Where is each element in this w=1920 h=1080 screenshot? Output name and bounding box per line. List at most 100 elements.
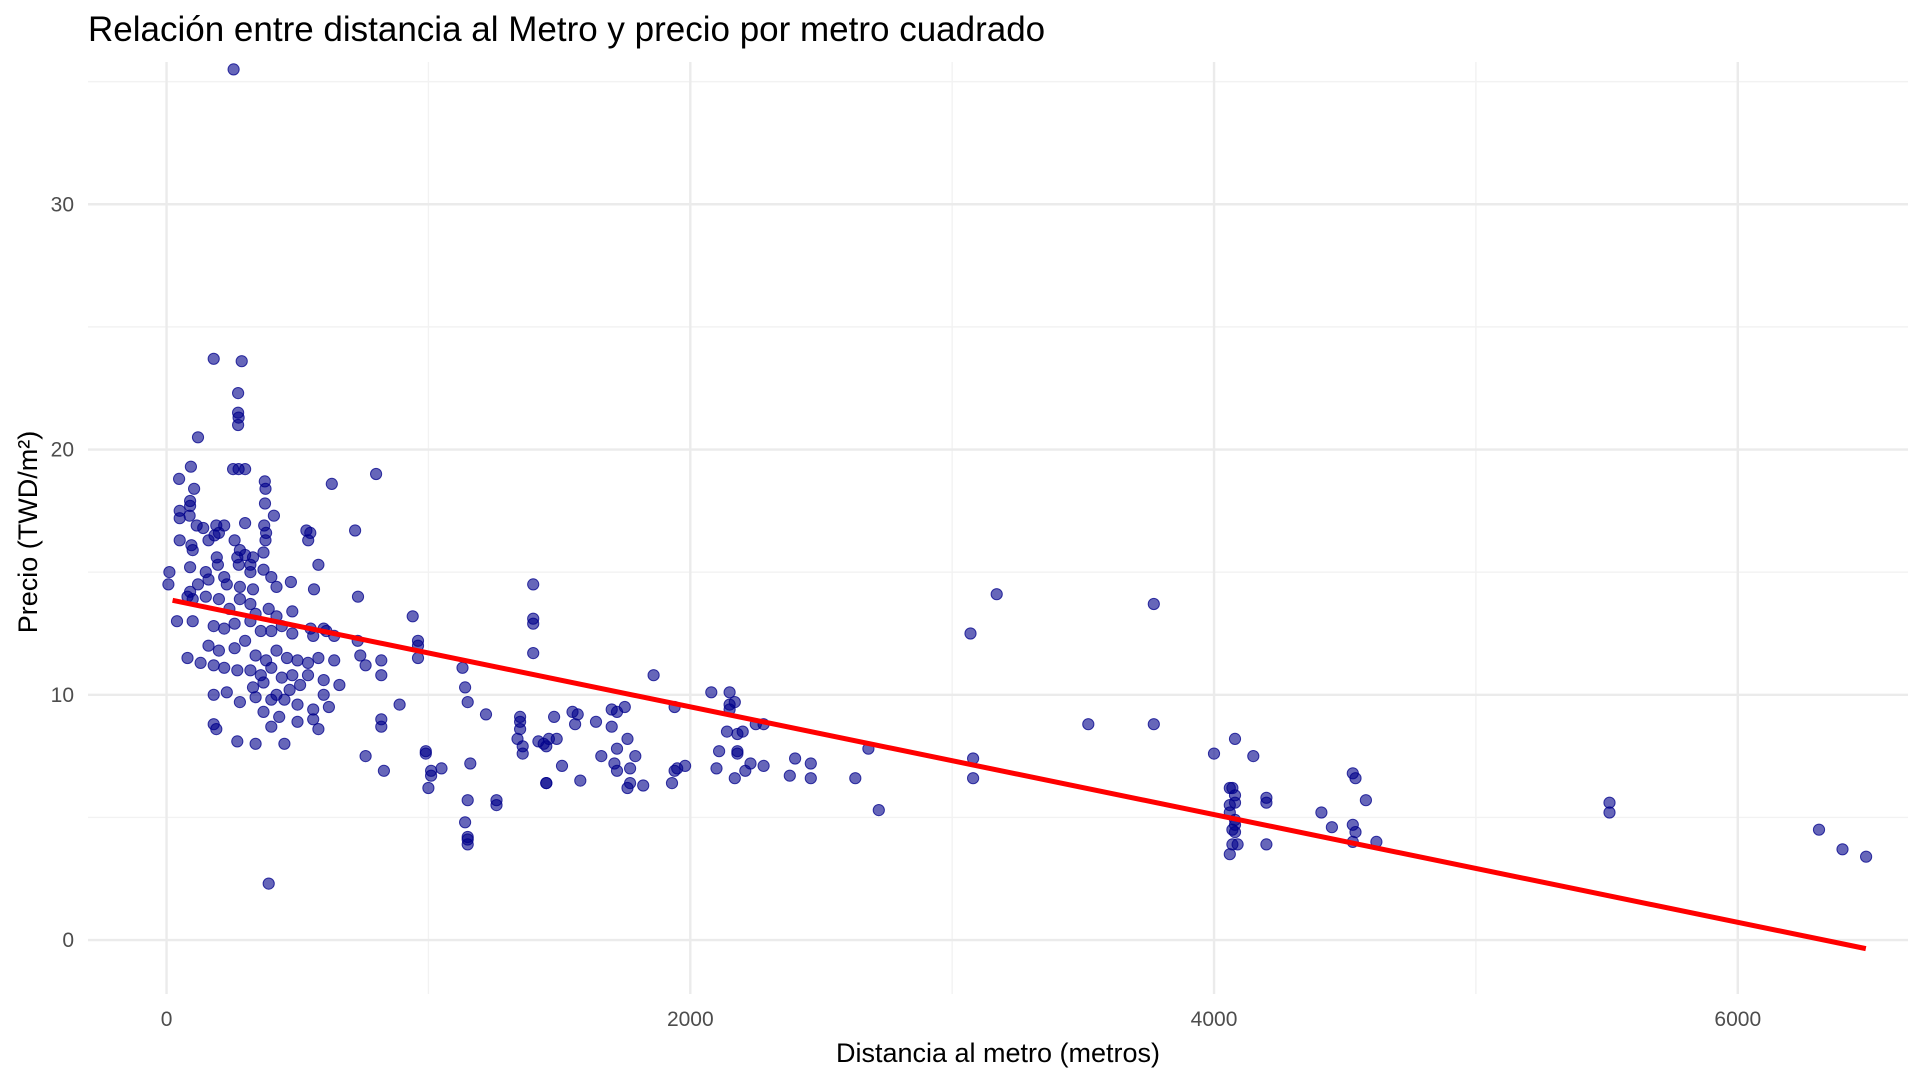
data-point [464,757,477,770]
data-point [804,772,817,785]
data-point [739,764,752,777]
data-point [244,664,257,677]
data-point [354,649,367,662]
data-point [286,627,299,640]
data-point [705,686,718,699]
data-point [1812,823,1826,836]
data-point [375,669,388,682]
data-point [265,624,278,638]
data-point [710,762,723,775]
data-point [621,781,634,795]
data-point [610,742,624,755]
data-point [207,688,220,701]
data-point [723,698,736,711]
data-point [375,654,388,667]
x-tick-label: 4000 [1191,1008,1238,1031]
data-point [228,617,241,630]
data-point [435,762,448,775]
data-point [1223,848,1236,861]
data-point [456,661,469,674]
data-point [967,772,980,785]
data-point [270,644,283,657]
data-point [300,524,313,537]
y-tick-label: 30 [51,193,74,216]
data-point [202,573,215,586]
data-point [218,661,231,674]
data-point [375,720,388,733]
data-point [317,674,330,687]
data-point [527,578,540,591]
data-point [257,546,270,559]
data-point [220,686,233,699]
data-point [1359,794,1373,807]
data-point [265,661,278,674]
data-point [1315,806,1328,819]
data-point [312,558,325,571]
data-point [605,720,618,733]
data-point [548,710,561,724]
grid [88,62,1908,994]
data-point [184,561,197,574]
data-point [246,583,260,596]
data-point [302,534,315,547]
data-point [188,482,201,495]
data-point [181,651,194,665]
data-point [574,774,587,787]
data-point [317,688,330,701]
data-point [259,534,272,547]
data-point [540,740,553,753]
data-point [610,764,624,777]
data-point [249,737,262,750]
data-point [199,590,212,603]
data-point [163,566,176,579]
data-point [283,683,296,697]
data-point [207,659,220,672]
data-point [349,524,362,537]
data-point [1231,838,1244,851]
data-point [461,794,474,807]
data-point [170,615,184,628]
data-point [173,534,186,547]
data-point [212,526,225,540]
data-point [184,460,197,473]
x-axis-title: Distancia al metro (metros) [836,1038,1160,1068]
data-point [459,816,472,829]
data-point [461,838,474,851]
data-point [239,634,252,647]
data-point [1207,747,1221,760]
data-point [322,700,335,714]
data-point [231,664,244,677]
data-point [723,686,736,699]
data-point [731,745,744,758]
data-point [849,772,862,785]
data-point [211,558,224,571]
y-axis-tick-labels: 0 10 20 30 [51,193,74,952]
data-point [1147,718,1160,731]
data-point [359,659,372,672]
data-point [406,610,419,623]
data-point [720,725,734,738]
data-point [647,669,660,682]
data-point [325,477,338,490]
data-point [713,745,726,758]
data-point [249,649,262,662]
data-point [183,509,196,522]
x-tick-label: 6000 [1714,1008,1761,1031]
data-point [254,624,267,638]
x-axis-tick-labels: 0 2000 4000 6000 [161,1008,1761,1031]
data-point [210,723,223,736]
data-point [232,463,245,476]
data-point [270,580,283,594]
data-point [267,509,280,522]
data-point [232,387,245,400]
data-point [228,642,241,655]
data-point [191,431,205,444]
data-point [262,602,275,616]
data-point [461,696,474,709]
data-point [284,575,297,589]
data-point [333,678,346,692]
data-point [280,651,294,665]
data-point [291,654,304,667]
data-point [239,517,252,530]
trend-line-group [172,597,1867,952]
